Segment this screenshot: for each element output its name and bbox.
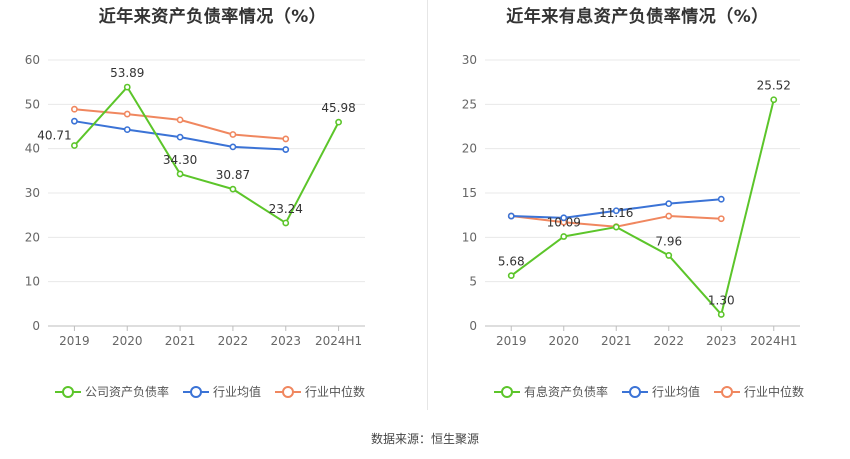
data-point-industry_median <box>282 135 290 143</box>
data-point-industry_avg <box>612 207 620 215</box>
y-tick-label: 20 <box>462 142 477 156</box>
data-point-company <box>123 83 131 91</box>
x-tick-label: 2021 <box>165 334 196 348</box>
legend-swatch-industry-avg <box>622 385 649 398</box>
data-point-company <box>507 272 515 280</box>
x-tick-label: 2019 <box>59 334 90 348</box>
legend-item-industry-avg[interactable]: 行业均值 <box>183 383 261 400</box>
legend-item-company[interactable]: 有息资产负债率 <box>494 383 608 400</box>
x-tick-label: 2024H1 <box>315 334 362 348</box>
panel-divider <box>427 0 428 410</box>
data-point-company <box>335 118 342 126</box>
data-point-company <box>560 233 568 240</box>
legend-swatch-company <box>55 385 81 398</box>
data-source-note: 数据来源：恒生聚源 <box>370 432 479 446</box>
legend-item-company[interactable]: 公司资产负债率 <box>55 383 169 400</box>
x-tick-label: 2023 <box>270 334 301 348</box>
data-label: 25.52 <box>757 79 791 93</box>
data-point-company <box>612 223 620 231</box>
data-point-industry_avg <box>229 143 237 151</box>
legend-swatch-company <box>494 385 520 398</box>
y-tick-label: 60 <box>25 53 40 67</box>
legend-item-industry-avg[interactable]: 行业均值 <box>622 383 700 400</box>
y-tick-label: 15 <box>462 186 477 200</box>
x-tick-label: 2020 <box>548 334 579 348</box>
legend-item-industry-median[interactable]: 行业中位数 <box>275 383 365 400</box>
chart-title-interest-debt-ratio: 近年来有息资产负债率情况（%） <box>506 7 769 27</box>
legend-item-industry-median[interactable]: 行业中位数 <box>714 383 804 400</box>
x-tick-label: 2020 <box>112 334 143 348</box>
data-point-company <box>176 170 184 178</box>
data-label: 5.68 <box>498 255 525 269</box>
y-tick-label: 25 <box>462 97 477 111</box>
data-point-company <box>665 252 673 259</box>
legend-label: 行业均值 <box>652 385 701 399</box>
data-label: 7.96 <box>655 234 682 248</box>
data-point-industry_avg <box>507 212 515 220</box>
y-tick-label: 10 <box>462 230 477 244</box>
legend-label: 行业均值 <box>213 385 262 399</box>
y-tick-label: 30 <box>25 186 40 200</box>
legend-interest-debt-ratio: 有息资产负债率 行业均值 行业中位数 <box>494 383 818 400</box>
data-point-industry_median <box>229 131 237 138</box>
y-tick-label: 0 <box>32 319 40 333</box>
data-point-industry_median <box>71 105 78 113</box>
y-tick-label: 20 <box>25 230 40 244</box>
y-tick-label: 0 <box>469 319 477 333</box>
data-point-industry_avg <box>176 133 184 141</box>
data-point-industry_avg <box>717 195 725 203</box>
y-tick-label: 30 <box>462 53 477 67</box>
series-line-company <box>510 99 775 316</box>
data-label: 23.24 <box>269 202 303 216</box>
legend-label: 行业中位数 <box>305 385 366 399</box>
data-point-industry_avg <box>665 200 673 208</box>
data-point-company <box>282 219 290 227</box>
chart-title-debt-ratio: 近年来资产负债率情况（%） <box>98 7 327 27</box>
data-point-industry_median <box>665 212 673 220</box>
legend-swatch-industry-avg <box>183 385 210 398</box>
data-label: 30.87 <box>216 168 250 182</box>
y-tick-label: 40 <box>25 142 40 156</box>
data-label: 1.30 <box>708 293 735 307</box>
x-tick-label: 2023 <box>706 334 737 348</box>
data-point-company <box>770 96 778 104</box>
x-tick-label: 2019 <box>496 334 527 348</box>
data-label: 10.09 <box>547 216 581 230</box>
data-label: 34.30 <box>163 153 197 167</box>
legend-label: 公司资产负债率 <box>85 385 170 399</box>
data-point-industry_median <box>123 110 131 118</box>
data-point-company <box>71 142 78 149</box>
series-line-company <box>73 86 340 224</box>
data-point-company <box>717 311 725 318</box>
legend-label: 有息资产负债率 <box>524 385 609 399</box>
legend-debt-ratio: 公司资产负债率 行业均值 行业中位数 <box>55 383 379 400</box>
data-point-industry_avg <box>560 214 568 222</box>
y-tick-label: 50 <box>25 97 40 111</box>
x-tick-label: 2024H1 <box>750 334 797 348</box>
data-point-industry_avg <box>282 146 290 153</box>
x-tick-label: 2022 <box>653 334 684 348</box>
y-tick-label: 10 <box>25 275 40 289</box>
x-tick-label: 2021 <box>601 334 632 348</box>
data-point-company <box>229 185 237 193</box>
y-tick-label: 5 <box>469 275 477 289</box>
legend-label: 行业中位数 <box>744 385 805 399</box>
legend-swatch-industry-median <box>275 385 302 398</box>
legend-swatch-industry-median <box>714 385 741 398</box>
data-label: 11.16 <box>599 206 633 220</box>
data-label: 45.98 <box>321 101 355 115</box>
data-point-industry_median <box>176 116 184 124</box>
data-point-industry_avg <box>123 126 131 134</box>
data-point-industry_avg <box>71 117 78 125</box>
data-label: 53.89 <box>110 66 144 80</box>
data-point-industry_median <box>717 215 725 223</box>
data-label: 40.71 <box>37 129 71 143</box>
x-tick-label: 2022 <box>218 334 249 348</box>
